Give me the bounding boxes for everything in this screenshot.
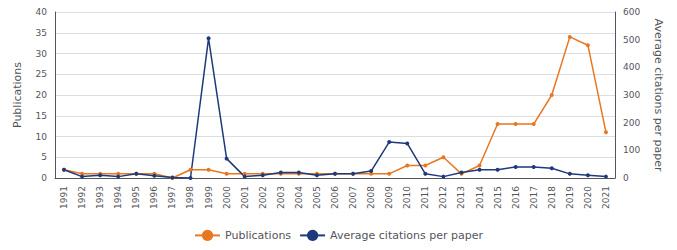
svg-text:15: 15	[36, 111, 47, 121]
svg-text:1993: 1993	[95, 186, 105, 209]
svg-text:2016: 2016	[511, 186, 521, 209]
svg-text:Average citations per paper: Average citations per paper	[652, 19, 665, 172]
svg-text:2013: 2013	[456, 186, 466, 209]
svg-text:2018: 2018	[547, 186, 557, 209]
svg-text:2000: 2000	[222, 186, 232, 209]
svg-text:1999: 1999	[204, 186, 214, 209]
svg-text:2020: 2020	[583, 186, 593, 209]
svg-text:2005: 2005	[312, 186, 322, 209]
svg-text:600: 600	[623, 7, 640, 17]
svg-text:1996: 1996	[149, 186, 159, 209]
svg-text:2012: 2012	[438, 186, 448, 209]
svg-text:0: 0	[41, 173, 47, 183]
svg-text:40: 40	[36, 7, 48, 17]
svg-text:2019: 2019	[565, 186, 575, 209]
svg-text:25: 25	[36, 69, 47, 79]
svg-text:2010: 2010	[402, 186, 412, 209]
svg-text:Average citations per paper: Average citations per paper	[330, 229, 483, 242]
svg-text:2007: 2007	[348, 186, 358, 209]
svg-text:1991: 1991	[59, 186, 69, 209]
svg-text:2008: 2008	[366, 186, 376, 209]
svg-text:30: 30	[36, 49, 48, 59]
svg-text:200: 200	[623, 118, 640, 128]
svg-text:400: 400	[623, 62, 640, 72]
svg-text:2011: 2011	[420, 186, 430, 209]
svg-text:2002: 2002	[258, 186, 268, 209]
svg-text:2017: 2017	[529, 186, 539, 209]
svg-text:2006: 2006	[330, 186, 340, 209]
svg-text:2004: 2004	[294, 186, 304, 209]
svg-text:35: 35	[36, 28, 47, 38]
svg-text:0: 0	[623, 173, 629, 183]
svg-text:500: 500	[623, 35, 640, 45]
svg-text:1995: 1995	[131, 186, 141, 209]
svg-text:20: 20	[36, 90, 48, 100]
svg-text:2009: 2009	[384, 186, 394, 209]
svg-text:300: 300	[623, 90, 640, 100]
svg-text:2014: 2014	[475, 186, 485, 209]
svg-text:1994: 1994	[113, 186, 123, 209]
svg-text:Publications: Publications	[225, 229, 291, 242]
svg-text:1992: 1992	[77, 186, 87, 209]
svg-text:2015: 2015	[493, 186, 503, 209]
svg-text:5: 5	[41, 152, 47, 162]
svg-text:100: 100	[623, 145, 640, 155]
svg-text:2001: 2001	[240, 186, 250, 209]
svg-text:Publications: Publications	[11, 62, 24, 128]
svg-text:2003: 2003	[276, 186, 286, 209]
svg-text:1997: 1997	[167, 186, 177, 209]
svg-text:2021: 2021	[601, 186, 611, 209]
svg-text:1998: 1998	[185, 186, 195, 209]
svg-text:10: 10	[36, 132, 48, 142]
